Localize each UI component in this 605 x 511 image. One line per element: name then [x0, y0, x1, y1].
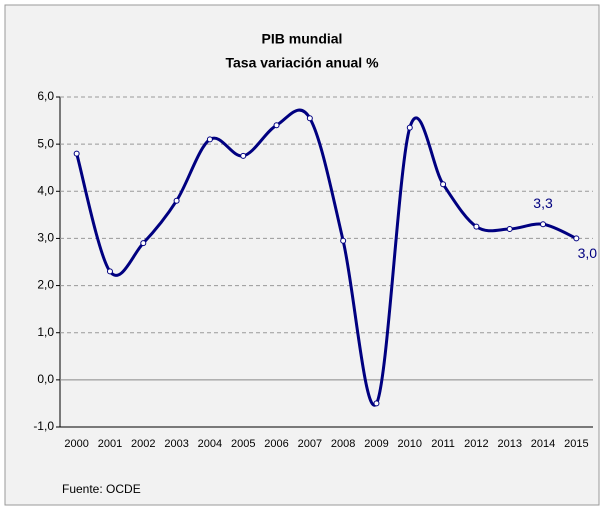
x-tick-label: 2007 — [298, 438, 322, 450]
y-tick-label: -1,0 — [33, 419, 54, 433]
x-tick-label: 2002 — [131, 438, 155, 450]
x-tick-label: 2003 — [164, 438, 188, 450]
chart-panel — [4, 4, 600, 506]
y-tick-label: 6,0 — [37, 89, 54, 103]
point — [106, 268, 113, 275]
x-tick-label: 2015 — [564, 438, 588, 450]
x-tick-label: 2006 — [264, 438, 288, 450]
y-tick-label: 0,0 — [37, 372, 54, 386]
point — [540, 221, 547, 228]
y-tick-label: 4,0 — [37, 183, 54, 197]
y-tick-label: 3,0 — [37, 231, 54, 245]
point — [340, 237, 347, 244]
point — [273, 122, 280, 129]
point — [306, 115, 313, 122]
point — [440, 181, 447, 188]
point — [173, 197, 180, 204]
y-tick-label: 1,0 — [37, 325, 54, 339]
x-tick-label: 2010 — [398, 438, 422, 450]
y-tick-label: 5,0 — [37, 136, 54, 150]
x-tick-label: 2004 — [198, 438, 222, 450]
point — [573, 235, 580, 242]
chart-subtitle: Tasa variación anual % — [225, 55, 379, 71]
point — [406, 124, 413, 131]
y-tick-label: 2,0 — [37, 278, 54, 292]
x-tick-label: 2001 — [98, 438, 122, 450]
x-tick-label: 2005 — [231, 438, 255, 450]
x-tick-label: 2009 — [364, 438, 388, 450]
data-label: 3,0 — [578, 245, 598, 261]
point — [140, 240, 147, 247]
source: Fuente: OCDE — [62, 482, 141, 496]
x-tick-label: 2011 — [431, 438, 455, 450]
point — [473, 223, 480, 230]
point — [206, 136, 213, 143]
point — [240, 152, 247, 159]
x-tick-label: 2014 — [531, 438, 555, 450]
x-tick-label: 2013 — [497, 438, 521, 450]
x-tick-label: 2000 — [64, 438, 88, 450]
point — [506, 226, 513, 232]
x-tick-label: 2008 — [331, 438, 355, 450]
x-tick-label: 2012 — [464, 438, 488, 450]
point — [73, 150, 80, 157]
data-label: 3,3 — [533, 195, 553, 211]
chart-title: PIB mundial — [262, 31, 343, 47]
point — [373, 400, 380, 407]
